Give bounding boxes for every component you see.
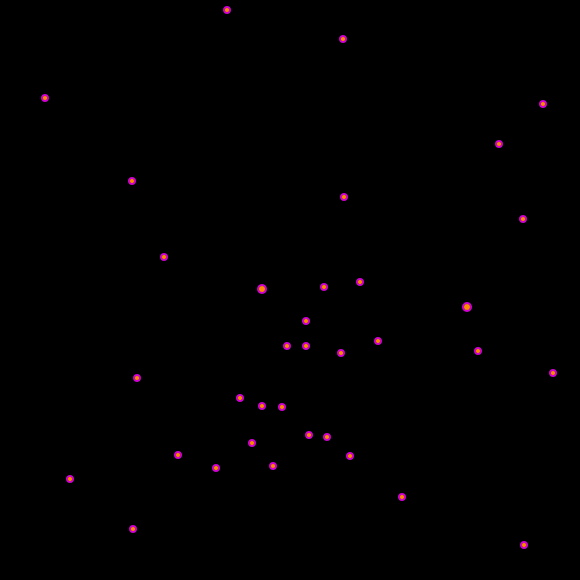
scatter-plot xyxy=(0,0,580,580)
